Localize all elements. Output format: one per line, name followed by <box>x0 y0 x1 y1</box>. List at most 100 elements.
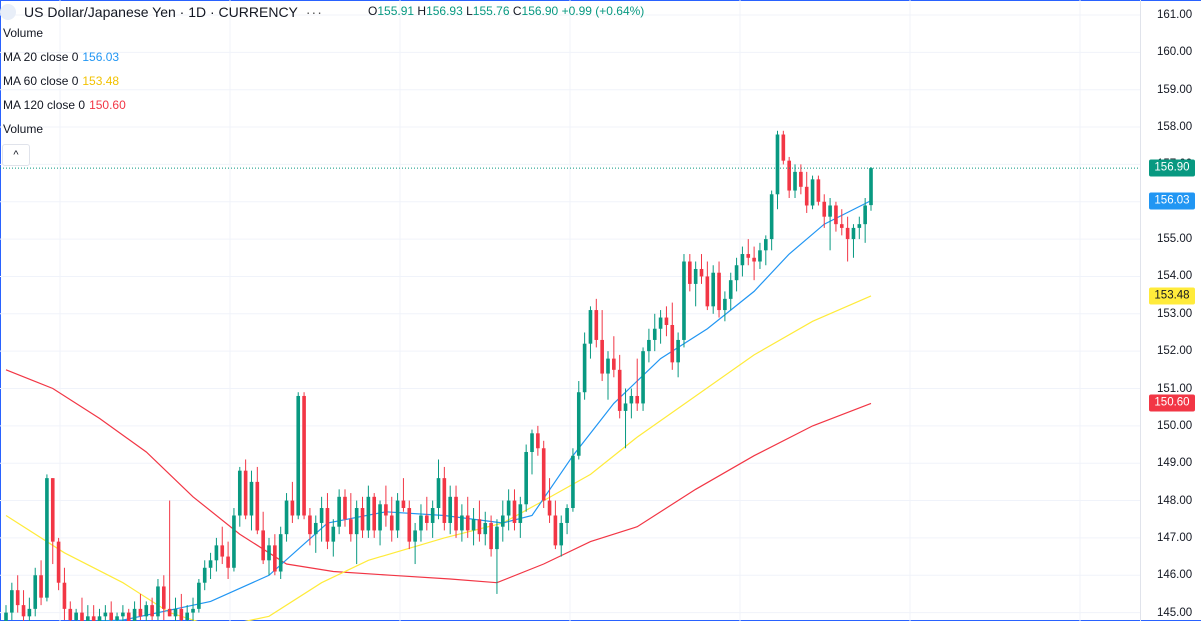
candle-down <box>91 616 96 621</box>
candle-up <box>33 575 38 609</box>
candle-up <box>565 508 569 523</box>
candle-down <box>360 508 365 531</box>
candle-up <box>559 522 564 546</box>
candle-up <box>863 205 867 225</box>
ma60-line <box>5 295 872 621</box>
candle-up <box>284 500 289 535</box>
candle-down <box>489 522 493 550</box>
candle-up <box>606 358 610 374</box>
candle-up <box>103 612 108 617</box>
candle-up <box>115 616 119 621</box>
more-options-icon[interactable]: ··· <box>305 4 323 20</box>
high-value: 156.93 <box>426 4 463 18</box>
candle-down <box>308 515 312 535</box>
candle-up <box>641 351 645 404</box>
legend-ma20[interactable]: MA 20 close 0 156.03 <box>3 50 119 64</box>
symbol-header[interactable]: US Dollar/Japanese Yen · 1D · CURRENCY ·… <box>0 0 360 24</box>
ma20-value: 156.03 <box>82 50 120 64</box>
candle-down <box>325 508 330 542</box>
candle-down <box>635 395 640 404</box>
legend-volume-top[interactable]: Volume <box>3 26 44 40</box>
low-value: 155.76 <box>472 4 510 18</box>
candle-down <box>80 612 84 621</box>
price-axis[interactable]: 161.00160.00159.00158.00157.00156.00155.… <box>1140 0 1202 621</box>
candle-up <box>173 608 178 617</box>
candle-down <box>126 612 131 621</box>
open-value: 155.91 <box>377 4 415 18</box>
ma120-line <box>5 369 872 584</box>
candle-down <box>372 496 377 531</box>
candle-up <box>530 433 534 452</box>
candle-down <box>39 575 43 598</box>
candle-up <box>518 504 523 523</box>
candle-down <box>465 515 470 531</box>
candle-down <box>670 325 675 363</box>
candle-down <box>804 186 809 206</box>
candle-up <box>582 343 587 393</box>
candle-down <box>255 481 260 531</box>
candle-up <box>810 179 815 206</box>
candle-up <box>793 171 797 191</box>
symbol-title[interactable]: US Dollar/Japanese Yen · 1D · CURRENCY <box>24 4 298 20</box>
candle-up <box>378 504 382 531</box>
candle-up <box>331 526 336 542</box>
candle-down <box>477 519 482 535</box>
legend-ma120[interactable]: MA 120 close 0 150.60 <box>3 98 126 112</box>
candle-up <box>232 515 236 568</box>
candle-up <box>869 168 873 206</box>
candle-down <box>401 500 406 509</box>
candle-up <box>471 519 476 531</box>
candle-down <box>541 448 546 501</box>
candle-up <box>319 508 324 523</box>
candle-up <box>237 470 242 516</box>
candle-down <box>109 612 114 621</box>
candle-up <box>769 194 774 240</box>
candle-down <box>389 515 394 531</box>
candle-up <box>500 515 505 527</box>
candle-up <box>197 582 201 609</box>
candle-down <box>150 605 154 617</box>
legend-volume-bottom[interactable]: Volume <box>3 122 44 136</box>
candle-down <box>68 608 73 621</box>
price-chart[interactable] <box>0 0 1140 621</box>
candle-up <box>97 616 102 621</box>
legend-ma60[interactable]: MA 60 close 0 153.48 <box>3 74 119 88</box>
price-tick-label: 161.00 <box>1157 9 1193 21</box>
candle-up <box>436 478 441 509</box>
candle-down <box>536 433 540 449</box>
ohlc-values: O155.91 H156.93 L155.76 C156.90 +0.99 (+… <box>368 4 644 18</box>
candle-up <box>185 612 189 621</box>
candle-up <box>419 515 423 531</box>
price-tick-label: 151.00 <box>1157 382 1193 395</box>
candle-up <box>86 616 90 621</box>
candle-up <box>576 392 581 456</box>
ma120-label: MA 120 close 0 <box>3 98 86 112</box>
candle-up <box>249 481 254 516</box>
candle-up <box>857 224 862 228</box>
candle-down <box>553 515 558 546</box>
candle-up <box>296 395 301 516</box>
candle-down <box>21 605 26 617</box>
collapse-legend-button[interactable]: ^ <box>2 144 30 166</box>
price-tick-label: 145.00 <box>1157 606 1193 619</box>
candle-down <box>799 171 803 187</box>
candle-up <box>395 500 400 531</box>
candle-up <box>132 608 137 621</box>
close-label: C <box>512 4 522 18</box>
candle-down <box>547 500 552 516</box>
price-tick-label: 159.00 <box>1157 83 1193 96</box>
candle-down <box>179 608 184 621</box>
candle-up <box>191 608 195 613</box>
price-tick-label: 147.00 <box>1157 531 1193 544</box>
candle-up <box>647 339 651 352</box>
candle-up <box>74 612 78 621</box>
candle-up <box>851 227 856 240</box>
candle-up <box>27 608 32 617</box>
candle-up <box>740 254 745 266</box>
candle-down <box>781 134 786 161</box>
low-label: L <box>466 4 473 18</box>
candle-down <box>612 358 616 370</box>
candle-down <box>816 179 821 202</box>
ma60-label: MA 60 close 0 <box>3 74 79 88</box>
candle-up <box>652 328 657 340</box>
